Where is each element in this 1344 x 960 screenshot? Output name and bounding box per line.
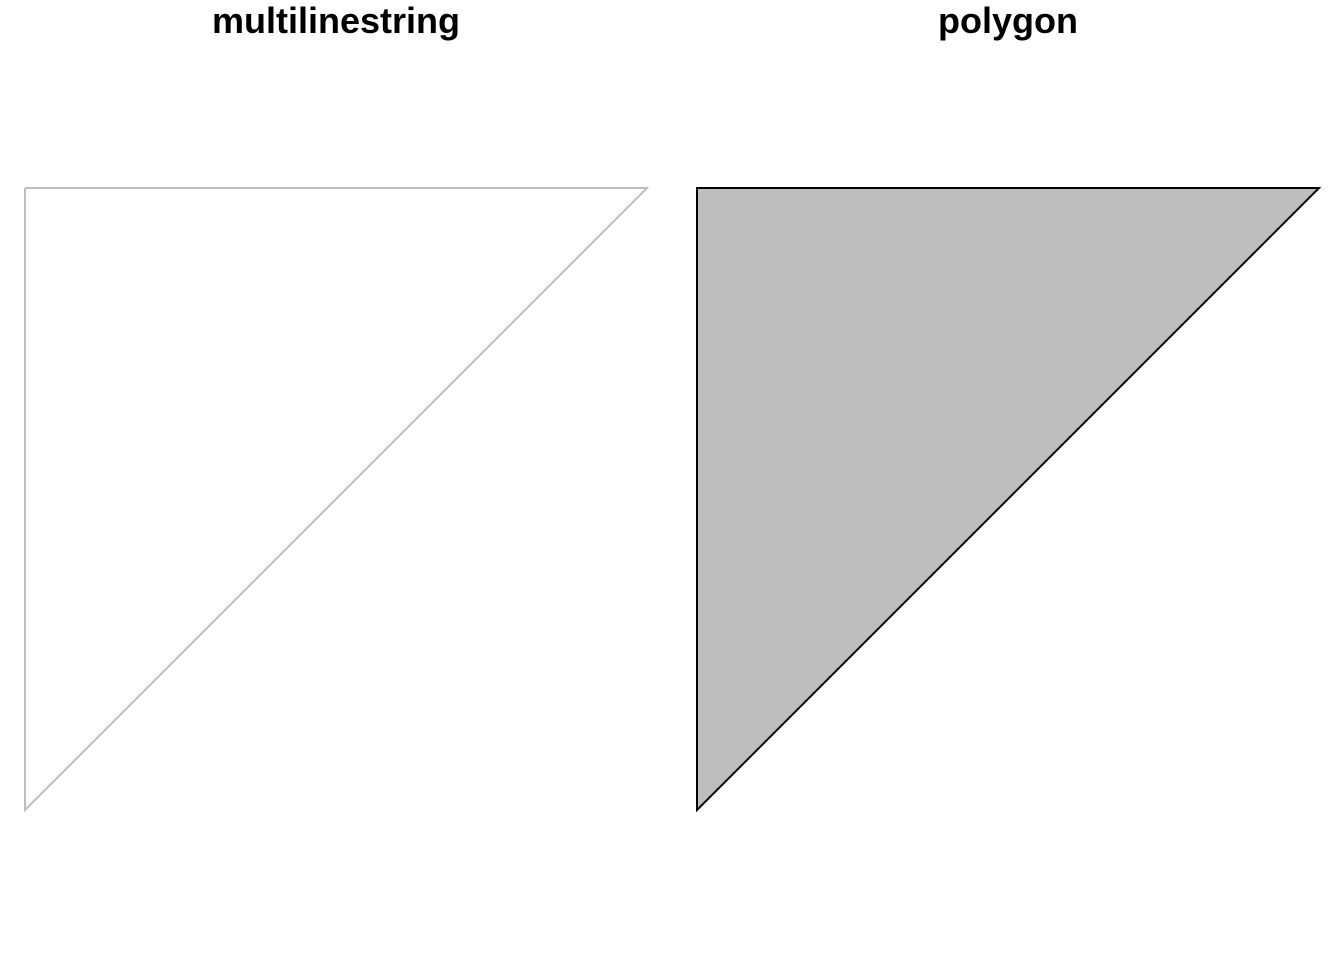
multilinestring-panel <box>24 187 650 813</box>
multilinestring-shape <box>24 187 650 813</box>
panel-title-multilinestring: multilinestring <box>211 0 460 41</box>
polygon-shape <box>696 187 1322 813</box>
panel-title-polygon: polygon <box>938 0 1078 41</box>
polygon-panel <box>696 187 1322 813</box>
